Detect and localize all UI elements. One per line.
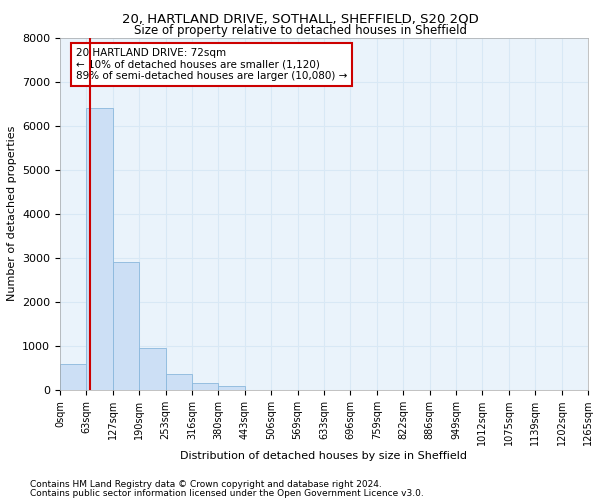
Text: 20 HARTLAND DRIVE: 72sqm
← 10% of detached houses are smaller (1,120)
89% of sem: 20 HARTLAND DRIVE: 72sqm ← 10% of detach… xyxy=(76,48,347,82)
Bar xyxy=(86,108,113,390)
Bar xyxy=(166,374,192,390)
X-axis label: Distribution of detached houses by size in Sheffield: Distribution of detached houses by size … xyxy=(181,451,467,461)
Text: Contains public sector information licensed under the Open Government Licence v3: Contains public sector information licen… xyxy=(30,488,424,498)
Bar xyxy=(192,384,218,390)
Y-axis label: Number of detached properties: Number of detached properties xyxy=(7,126,17,302)
Bar xyxy=(113,262,139,390)
Text: Contains HM Land Registry data © Crown copyright and database right 2024.: Contains HM Land Registry data © Crown c… xyxy=(30,480,382,489)
Bar xyxy=(60,364,86,390)
Bar xyxy=(139,348,166,390)
Text: 20, HARTLAND DRIVE, SOTHALL, SHEFFIELD, S20 2QD: 20, HARTLAND DRIVE, SOTHALL, SHEFFIELD, … xyxy=(122,12,478,26)
Bar xyxy=(218,386,245,390)
Text: Size of property relative to detached houses in Sheffield: Size of property relative to detached ho… xyxy=(133,24,467,37)
